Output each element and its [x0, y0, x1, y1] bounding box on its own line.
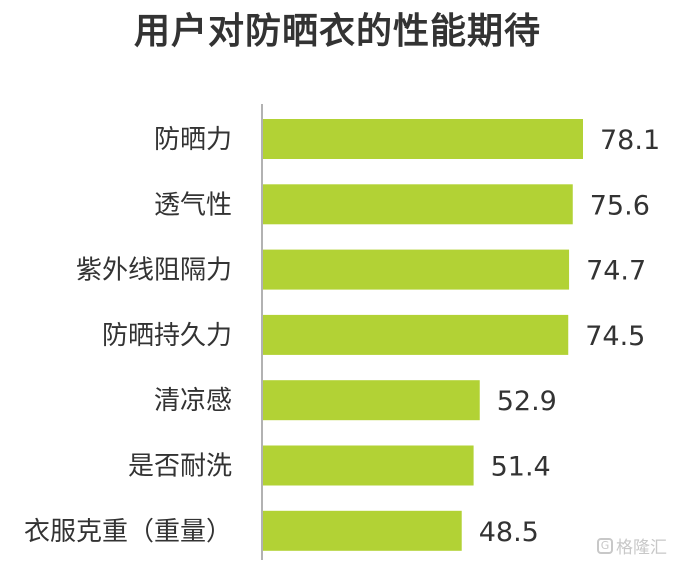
- category-label: 是否耐洗: [128, 452, 232, 482]
- category-label: 防晒力: [154, 125, 232, 155]
- bar: [263, 510, 462, 551]
- value-label: 51.4: [491, 452, 551, 483]
- category-label: 防晒持久力: [102, 321, 232, 351]
- value-label: 48.5: [479, 517, 539, 548]
- category-label: 紫外线阻隔力: [76, 256, 232, 286]
- value-label: 74.7: [586, 256, 646, 287]
- bar: [263, 445, 474, 486]
- value-label: 75.6: [590, 190, 650, 221]
- value-label: 78.1: [600, 125, 660, 156]
- watermark-logo-icon: G: [597, 537, 613, 554]
- bars-layer: 防晒力 78.1 透气性 75.6 紫外线阻隔力 74.7 防晒持久力 74.5 清凉感 52.9…: [24, 119, 660, 551]
- bar: [263, 380, 480, 421]
- chart-title: 用户对防晒衣的性能期待: [133, 11, 541, 52]
- bar: [263, 314, 569, 355]
- value-label: 52.9: [497, 386, 557, 417]
- value-label: 74.5: [585, 321, 645, 352]
- bar: [263, 119, 583, 159]
- watermark-text: 格隆汇: [616, 538, 667, 558]
- bar: [263, 249, 570, 290]
- watermark: G 格隆汇: [597, 533, 667, 558]
- category-label: 透气性: [154, 190, 232, 220]
- bar: [263, 184, 573, 225]
- category-label: 衣服克重（重量）: [24, 517, 232, 547]
- category-label: 清凉感: [154, 386, 232, 416]
